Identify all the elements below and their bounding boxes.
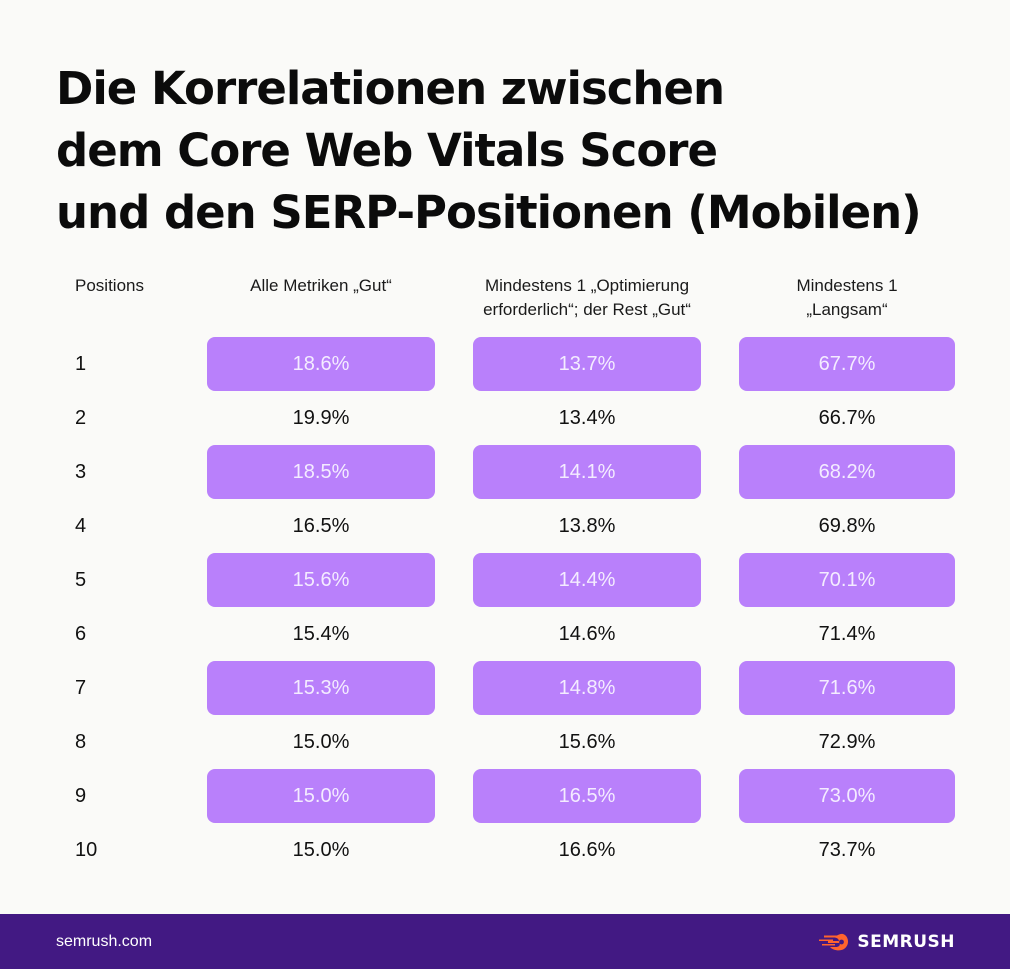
position-cell: 6 <box>75 623 87 645</box>
position-cell: 1 <box>75 353 87 375</box>
value-cell-c1: 15.0% <box>207 769 435 823</box>
value-cell-c2: 16.5% <box>473 769 701 823</box>
chart-title: Die Korrelationen zwischen dem Core Web … <box>56 58 956 244</box>
value-cell-c3: 68.2% <box>739 445 955 499</box>
column-header-line: „Langsam“ <box>806 300 888 319</box>
column-header-positions: Positions <box>75 274 144 298</box>
value-cell-c3: 69.8% <box>818 515 876 537</box>
value-cell-c1: 18.6% <box>207 337 435 391</box>
value-cell-c3: 67.7% <box>739 337 955 391</box>
column-header-line: Alle Metriken „Gut“ <box>250 276 392 295</box>
value-cell-c1: 15.3% <box>207 661 435 715</box>
value-cell-c2: 14.6% <box>558 623 616 645</box>
table-row: 1 18.6% 13.7% 67.7% <box>0 337 1010 391</box>
column-header-line: Positions <box>75 276 144 295</box>
table-row: 2 19.9% 13.4% 66.7% <box>0 391 1010 445</box>
value-cell-c1: 15.6% <box>207 553 435 607</box>
column-header-slow: Mindestens 1 „Langsam“ <box>739 274 955 322</box>
table-row: 6 15.4% 14.6% 71.4% <box>0 607 1010 661</box>
position-cell: 3 <box>75 461 87 483</box>
column-header-line: erforderlich“; der Rest „Gut“ <box>483 300 691 319</box>
title-line: dem Core Web Vitals Score <box>56 124 718 177</box>
position-cell: 5 <box>75 569 87 591</box>
column-header-needs-improvement: Mindestens 1 „Optimierung erforderlich“;… <box>455 274 719 322</box>
footer-bar: semrush.com SEMRUSH <box>0 914 1010 969</box>
value-cell-c3: 70.1% <box>739 553 955 607</box>
value-cell-c3: 71.4% <box>818 623 876 645</box>
value-cell-c2: 13.8% <box>558 515 616 537</box>
semrush-flame-icon <box>819 933 849 951</box>
value-cell-c1: 15.0% <box>292 731 350 753</box>
value-cell-c1: 15.4% <box>292 623 350 645</box>
value-cell-c2: 14.4% <box>473 553 701 607</box>
value-cell-c2: 14.8% <box>473 661 701 715</box>
value-cell-c2: 13.4% <box>558 407 616 429</box>
column-header-all-good: Alle Metriken „Gut“ <box>207 274 435 298</box>
value-cell-c3: 71.6% <box>739 661 955 715</box>
table-row: 5 15.6% 14.4% 70.1% <box>0 553 1010 607</box>
semrush-logo[interactable]: SEMRUSH <box>819 931 955 953</box>
column-header-line: Mindestens 1 „Optimierung <box>484 276 690 295</box>
value-cell-c1: 18.5% <box>207 445 435 499</box>
column-header-line: Mindestens 1 <box>796 276 898 295</box>
table-row: 4 16.5% 13.8% 69.8% <box>0 499 1010 553</box>
value-cell-c3: 66.7% <box>818 407 876 429</box>
logo-text: SEMRUSH <box>857 932 955 952</box>
value-cell-c3: 73.7% <box>818 839 876 861</box>
position-cell: 7 <box>75 677 87 699</box>
value-cell-c3: 73.0% <box>739 769 955 823</box>
value-cell-c2: 15.6% <box>558 731 616 753</box>
position-cell: 8 <box>75 731 87 753</box>
table-row: 10 15.0% 16.6% 73.7% <box>0 823 1010 877</box>
value-cell-c2: 16.6% <box>558 839 616 861</box>
table-row: 8 15.0% 15.6% 72.9% <box>0 715 1010 769</box>
value-cell-c1: 16.5% <box>292 515 350 537</box>
position-cell: 4 <box>75 515 87 537</box>
position-cell: 10 <box>75 839 98 861</box>
position-cell: 2 <box>75 407 87 429</box>
title-line: Die Korrelationen zwischen <box>56 62 725 115</box>
footer-url[interactable]: semrush.com <box>56 933 153 950</box>
value-cell-c2: 14.1% <box>473 445 701 499</box>
value-cell-c1: 15.0% <box>292 839 350 861</box>
value-cell-c2: 13.7% <box>473 337 701 391</box>
value-cell-c3: 72.9% <box>818 731 876 753</box>
table-row: 3 18.5% 14.1% 68.2% <box>0 445 1010 499</box>
position-cell: 9 <box>75 785 87 807</box>
value-cell-c1: 19.9% <box>292 407 350 429</box>
table-row: 7 15.3% 14.8% 71.6% <box>0 661 1010 715</box>
title-line: und den SERP-Positionen (Mobilen) <box>56 186 922 239</box>
table-row: 9 15.0% 16.5% 73.0% <box>0 769 1010 823</box>
